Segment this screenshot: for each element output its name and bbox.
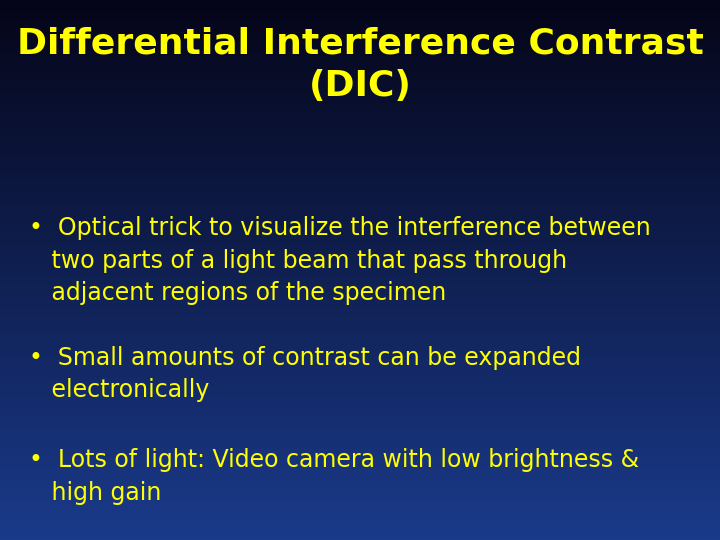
- Text: •  Lots of light: Video camera with low brightness &
   high gain: • Lots of light: Video camera with low b…: [29, 448, 639, 505]
- Text: •  Optical trick to visualize the interference between
   two parts of a light b: • Optical trick to visualize the interfe…: [29, 216, 651, 305]
- Text: Differential Interference Contrast
(DIC): Differential Interference Contrast (DIC): [17, 27, 703, 103]
- Text: •  Small amounts of contrast can be expanded
   electronically: • Small amounts of contrast can be expan…: [29, 346, 581, 402]
